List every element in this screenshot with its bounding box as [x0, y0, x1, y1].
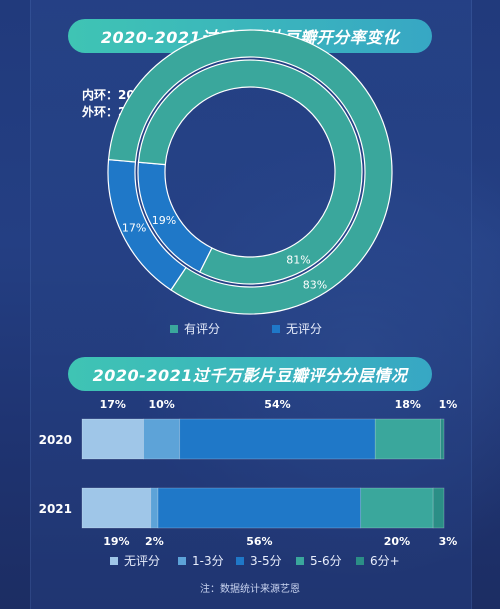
bar-value-label-2021-4: 3%: [439, 535, 458, 548]
donut-legend-item-rated: 有评分: [170, 320, 220, 337]
legend-swatch: [356, 556, 364, 565]
bar-legend-item: 无评分: [110, 552, 160, 569]
legend-swatch: [178, 556, 186, 565]
bar-value-label-2021-1: 2%: [145, 535, 164, 548]
legend-label: 有评分: [184, 322, 221, 336]
bar-chart-title: 2020-2021过千万影片豆瓣评分分层情况: [68, 357, 432, 391]
bar-segment-2020-0: [81, 418, 144, 460]
bar-segment-2020-2: [179, 418, 376, 460]
legend-label: 无评分: [124, 554, 161, 568]
bar-legend-item: 3-5分: [236, 552, 282, 569]
bar-legend-item: 6分+: [356, 552, 400, 569]
bar-segment-2020-4: [440, 418, 445, 460]
legend-swatch: [236, 556, 244, 565]
donut-label-outer-rated: 83%: [303, 279, 327, 292]
bar-value-label-2020-0: 17%: [100, 398, 126, 411]
bar-value-label-2021-0: 19%: [103, 535, 129, 548]
legend-swatch: [272, 324, 280, 333]
bar-category-label: 2021: [39, 502, 72, 516]
donut-label-inner-unrated: 19%: [152, 214, 176, 227]
bar-segment-2021-1: [150, 487, 159, 529]
donut-label-outer-unrated: 17%: [122, 222, 146, 235]
bar-legend-item: 5-6分: [296, 552, 342, 569]
bar-segment-2020-1: [143, 418, 181, 460]
bar-value-label-2020-1: 10%: [148, 398, 174, 411]
bar-segment-2020-3: [374, 418, 441, 460]
legend-label: 5-6分: [310, 554, 342, 568]
bar-value-label-2021-3: 20%: [384, 535, 410, 548]
bar-value-label-2020-2: 54%: [264, 398, 290, 411]
donut-label-inner-rated: 81%: [286, 253, 310, 266]
donut-slice-outer-rated: [107, 29, 393, 315]
bar-legend-item: 1-3分: [178, 552, 224, 569]
bar-segment-2021-3: [360, 487, 434, 529]
legend-label: 1-3分: [192, 554, 224, 568]
legend-swatch: [110, 556, 118, 565]
bar-segment-2021-0: [81, 487, 152, 529]
bar-segment-2021-4: [432, 487, 445, 529]
bar-segment-2021-2: [157, 487, 362, 529]
legend-label: 无评分: [286, 322, 323, 336]
donut-legend-item-unrated: 无评分: [272, 320, 322, 337]
legend-swatch: [170, 324, 178, 333]
bar-value-label-2020-3: 18%: [395, 398, 421, 411]
legend-label: 6分+: [370, 554, 400, 568]
bar-category-label: 2020: [39, 433, 72, 447]
donut-slice-inner-rated: [137, 59, 363, 285]
bar-value-label-2020-4: 1%: [439, 398, 458, 411]
source-note: 注：数据统计来源艺恩: [200, 584, 300, 595]
legend-swatch: [296, 556, 304, 565]
legend-label: 3-5分: [250, 554, 282, 568]
bar-value-label-2021-2: 56%: [246, 535, 272, 548]
